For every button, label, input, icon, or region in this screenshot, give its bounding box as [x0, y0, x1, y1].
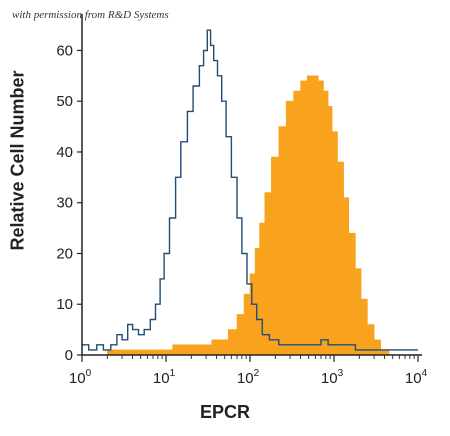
axes: 0 10 20 30 40 50 60 100 101 102 103 104 — [56, 14, 428, 387]
y-axis-label: Relative Cell Number — [7, 70, 28, 251]
y-tick-label: 50 — [56, 93, 73, 110]
plot-area — [82, 29, 418, 356]
x-axis-label: EPCR — [199, 402, 250, 422]
permission-note: with permission from R&D Systems — [12, 9, 169, 21]
sample-histogram-filled — [107, 75, 400, 356]
x-tick-label: 103 — [321, 368, 344, 387]
x-tick-label: 100 — [69, 368, 92, 387]
y-tick-label: 40 — [56, 144, 73, 161]
control-histogram-outline — [82, 29, 418, 351]
y-tick-label: 0 — [65, 347, 73, 364]
y-tick-label: 30 — [56, 195, 73, 212]
y-tick-label: 20 — [56, 245, 73, 262]
x-tick-label: 104 — [405, 368, 428, 387]
y-tick-label: 10 — [56, 296, 73, 313]
x-tick-label: 102 — [237, 368, 260, 387]
x-tick-label: 101 — [153, 368, 176, 387]
y-tick-label: 60 — [56, 42, 73, 59]
